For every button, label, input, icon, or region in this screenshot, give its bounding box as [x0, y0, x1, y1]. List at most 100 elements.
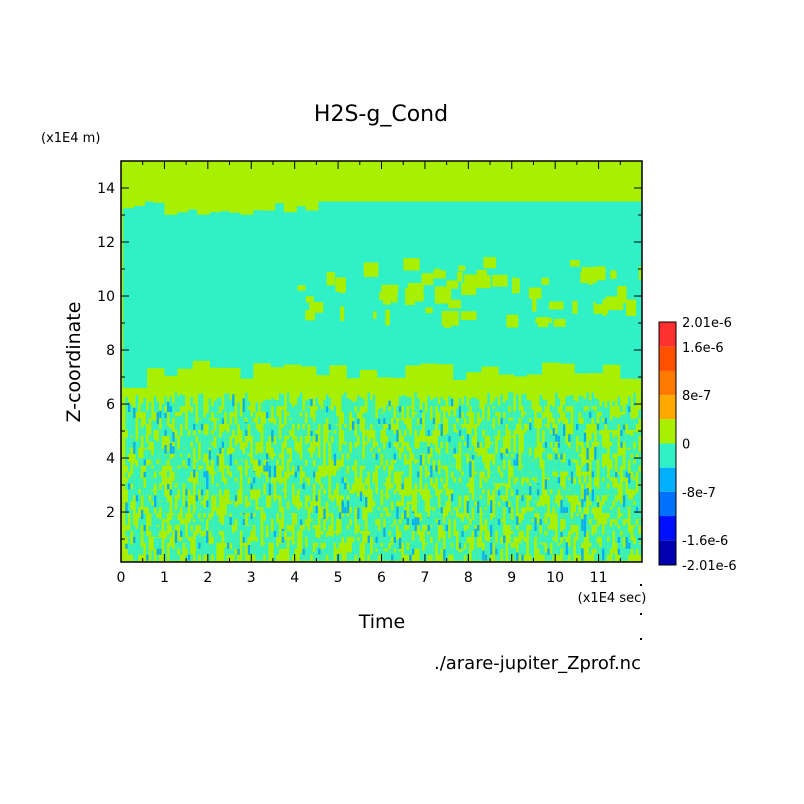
speckle [581, 466, 584, 472]
speckle [263, 465, 266, 472]
speckle [625, 494, 628, 508]
speckle [325, 394, 329, 407]
speckle [495, 453, 498, 466]
colorbar-swatch [659, 419, 676, 444]
speckle [516, 400, 519, 413]
speckle [628, 396, 631, 407]
speckle [521, 494, 524, 502]
speckle [531, 415, 535, 425]
speckle [529, 474, 532, 484]
green-patch [441, 310, 459, 326]
speckle [302, 499, 305, 508]
speckle [211, 527, 214, 537]
speckle [565, 514, 568, 526]
speckle [622, 481, 626, 490]
speckle [609, 526, 613, 537]
speckle [635, 458, 639, 472]
speckle [372, 405, 376, 413]
green-patch [309, 301, 324, 313]
speckle [140, 547, 144, 555]
speckle [432, 407, 436, 419]
green-patch [372, 311, 377, 319]
speckle [380, 517, 383, 531]
speckle [450, 436, 454, 448]
speckle [500, 477, 503, 484]
speckle [633, 467, 636, 478]
speckle [200, 406, 204, 413]
speckle [232, 487, 235, 496]
speckle [250, 416, 253, 430]
speckle [576, 516, 579, 526]
speckle [333, 533, 337, 543]
speckle [604, 407, 608, 419]
speckle [422, 466, 425, 478]
speckle [602, 401, 605, 413]
speckle [466, 416, 469, 425]
speckle [482, 421, 485, 430]
speckle [615, 437, 618, 442]
speckle [143, 521, 146, 531]
speckle [219, 443, 222, 454]
speckle [276, 522, 279, 531]
speckle [237, 472, 240, 484]
speckle [224, 515, 227, 526]
speckle [239, 416, 243, 425]
speckle [383, 448, 386, 454]
speckle [505, 409, 509, 419]
speckle [633, 527, 636, 537]
speckle [328, 535, 331, 543]
speckle [331, 501, 334, 508]
speckle [466, 543, 469, 555]
speckle [140, 427, 144, 436]
speckle [391, 544, 394, 555]
speckle [414, 470, 417, 484]
speckle [633, 495, 636, 502]
speckle [565, 480, 568, 490]
speckle [351, 421, 355, 430]
speckle [547, 465, 550, 472]
speckle [156, 502, 159, 514]
band-edge-bump [344, 378, 362, 388]
speckle [461, 491, 464, 502]
speckle [477, 526, 480, 537]
speckle [169, 553, 172, 561]
speckle [383, 485, 386, 496]
speckle [266, 546, 269, 555]
speckle [292, 439, 295, 454]
speckle [242, 545, 245, 555]
speckle [388, 431, 391, 442]
speckle [151, 490, 154, 502]
speckle [359, 533, 363, 543]
speckle [156, 517, 159, 526]
speckle [219, 396, 222, 407]
speckle [458, 424, 462, 430]
speckle [357, 466, 360, 478]
speckle [466, 463, 469, 472]
speckle [279, 438, 282, 448]
speckle [203, 417, 206, 425]
speckle [331, 442, 334, 448]
speckle [206, 435, 209, 448]
speckle [221, 437, 225, 448]
speckle [164, 445, 167, 454]
speckle [622, 489, 626, 496]
speckle [440, 499, 443, 508]
band-edge-bump [283, 364, 302, 388]
speckle [338, 512, 342, 520]
speckle [299, 484, 303, 490]
speckle [526, 515, 529, 526]
speckle [497, 449, 501, 460]
speckle [307, 407, 311, 419]
speckle [461, 404, 464, 413]
speckle [213, 537, 217, 549]
speckle [612, 444, 615, 454]
speckle [630, 419, 634, 425]
speckle [125, 516, 128, 526]
speckle [602, 546, 605, 561]
speckle [242, 555, 245, 561]
speckle [341, 478, 344, 490]
speckle [518, 523, 522, 531]
speckle [531, 410, 535, 419]
speckle [635, 492, 639, 502]
speckle [471, 500, 475, 508]
